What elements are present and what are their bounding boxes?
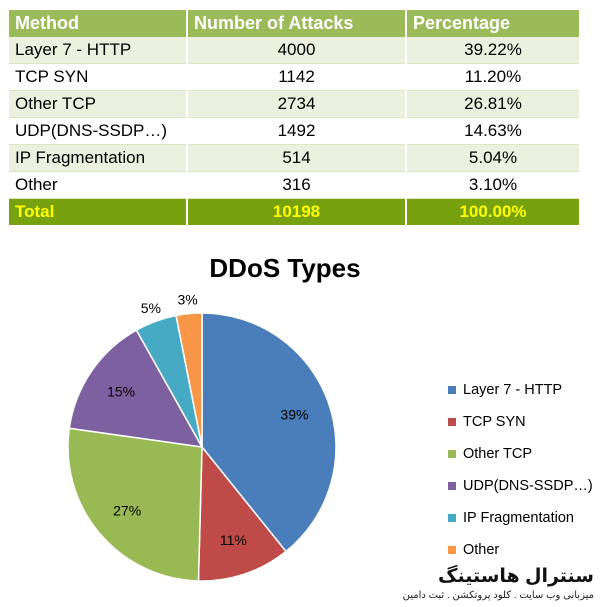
legend-item: Other [448, 534, 600, 566]
pie-data-label-5: 5% [141, 300, 161, 316]
legend-label: UDP(DNS-SSDP…) [463, 478, 593, 494]
ddos-methods-table: Method Number of Attacks Percentage Laye… [9, 10, 579, 225]
table-row: TCP SYN 1142 11.20% [9, 63, 579, 91]
table-row: Other 316 3.10% [9, 171, 579, 199]
method-cell: Layer 7 - HTTP [9, 36, 188, 64]
watermark-sub-text: میزبانی وب سایت . کلود پروتکشن . ثبت دام… [402, 590, 594, 601]
legend-item: Other TCP [448, 438, 600, 470]
method-cell: IP Fragmentation [9, 144, 188, 172]
chart-title: DDoS Types [209, 253, 361, 283]
header-number-of-attacks: Number of Attacks [187, 10, 407, 37]
legend-label: TCP SYN [463, 414, 526, 430]
percentage-cell: 39.22% [406, 36, 579, 64]
pie-slice-2 [197, 444, 288, 582]
percentage-cell: 14.63% [406, 117, 579, 145]
legend-item: IP Fragmentation [448, 502, 600, 534]
table-header-row: Method Number of Attacks Percentage [9, 10, 579, 37]
legend-item: TCP SYN [448, 406, 600, 438]
method-cell: Other [9, 171, 188, 199]
header-percentage: Percentage [406, 10, 579, 37]
header-method: Method [9, 10, 188, 37]
pie-slice-6 [175, 312, 203, 448]
attacks-cell: 514 [187, 144, 407, 172]
attacks-cell: 1142 [187, 63, 407, 91]
legend-item: Layer 7 - HTTP [448, 374, 600, 406]
legend-swatch [448, 386, 456, 394]
attacks-cell: 2734 [187, 90, 407, 118]
method-cell: TCP SYN [9, 63, 188, 91]
pie-slice-3 [67, 427, 203, 582]
pie-slice-1 [201, 312, 337, 553]
pie-data-label-2: 11% [220, 532, 247, 548]
legend-label: Other TCP [463, 446, 533, 462]
total-label-cell: Total [9, 198, 188, 225]
attacks-cell: 1492 [187, 117, 407, 145]
pie-data-label-4: 15% [107, 384, 135, 400]
attacks-cell: 4000 [187, 36, 407, 64]
legend-swatch [448, 546, 456, 554]
pie-data-label-6: 3% [177, 292, 197, 308]
table-row: IP Fragmentation 514 5.04% [9, 144, 579, 172]
pie-data-label-1: 39% [280, 406, 308, 422]
legend-swatch [448, 482, 456, 490]
percentage-cell: 3.10% [406, 171, 579, 199]
legend-item: UDP(DNS-SSDP…) [448, 470, 600, 502]
percentage-cell: 26.81% [406, 90, 579, 118]
table-total-row: Total 10198 100.00% [9, 198, 579, 225]
pie-data-label-3: 27% [113, 502, 141, 518]
legend-swatch [448, 418, 456, 426]
method-cell: Other TCP [9, 90, 188, 118]
total-percentage-cell: 100.00% [406, 198, 579, 225]
table-row: UDP(DNS-SSDP…) 1492 14.63% [9, 117, 579, 145]
pie-chart: 39% 11% 27% 15% 5% 3% [67, 292, 337, 582]
legend-swatch [448, 514, 456, 522]
pie-slice-4 [68, 329, 204, 448]
chart-legend: Layer 7 - HTTP TCP SYN Other TCP UDP(DNS-SS… [448, 374, 600, 566]
total-attacks-cell: 10198 [187, 198, 407, 225]
table-row: Layer 7 - HTTP 4000 39.22% [9, 36, 579, 64]
table-row: Other TCP 2734 26.81% [9, 90, 579, 118]
attacks-cell: 316 [187, 171, 407, 199]
watermark-logo: سنترال هاستینگ میزبانی وب سایت . کلود پر… [403, 565, 595, 605]
watermark-main-text: سنترال هاستینگ [437, 566, 595, 587]
percentage-cell: 11.20% [406, 63, 579, 91]
percentage-cell: 5.04% [406, 144, 579, 172]
legend-swatch [448, 450, 456, 458]
legend-label: Layer 7 - HTTP [463, 382, 563, 398]
legend-label: IP Fragmentation [463, 510, 574, 526]
method-cell: UDP(DNS-SSDP…) [9, 117, 188, 145]
legend-label: Other [463, 542, 500, 558]
